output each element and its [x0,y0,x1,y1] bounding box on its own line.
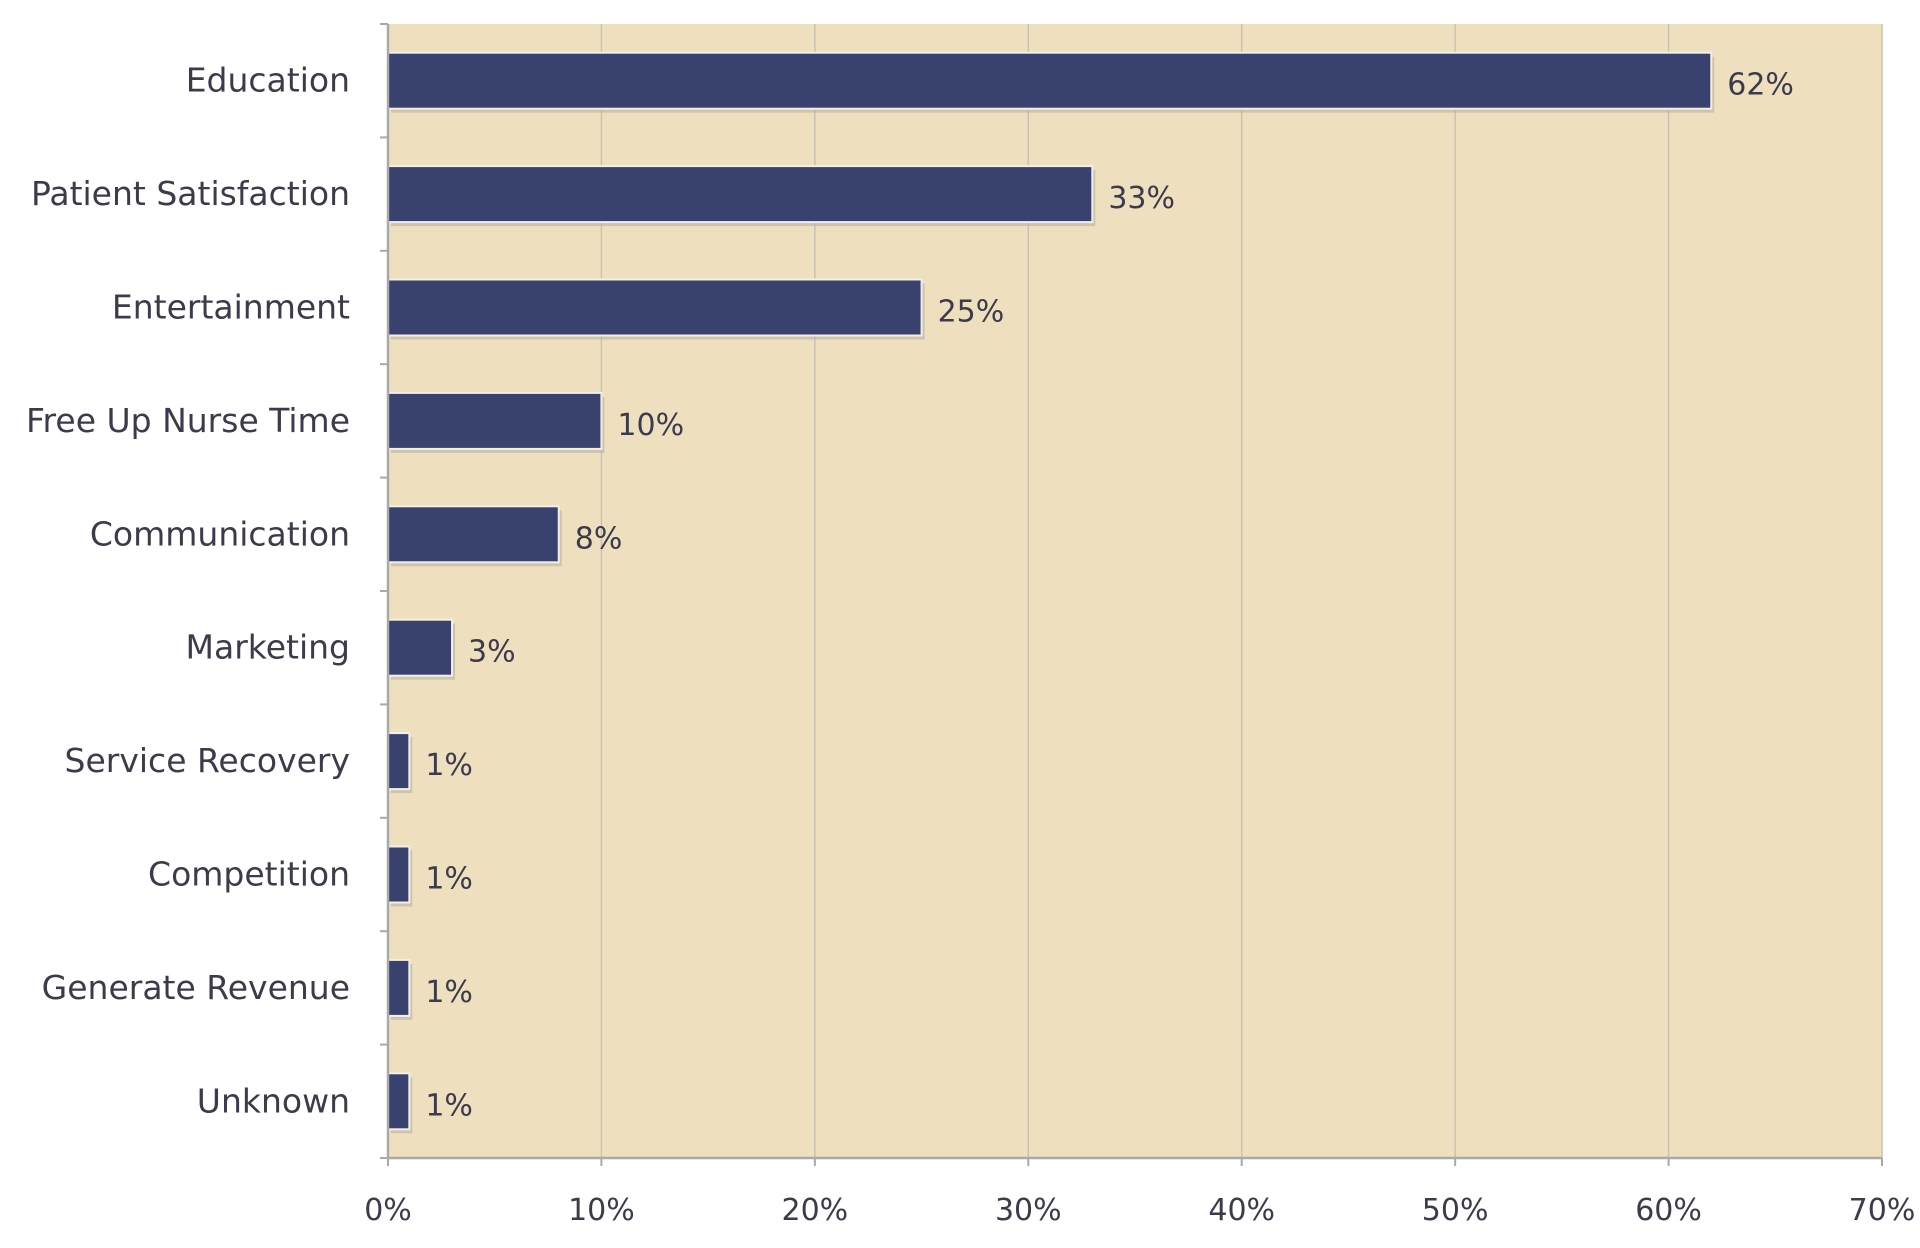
bar [387,391,603,450]
bar [387,618,454,677]
data-label: 10% [617,408,684,443]
data-label: 1% [425,862,473,897]
category-label: Marketing [186,628,350,667]
x-tick-label: 50% [1422,1193,1489,1228]
bar [387,165,1094,224]
data-label: 33% [1108,181,1175,216]
x-tick-label: 20% [782,1193,849,1228]
category-label: Competition [148,855,350,894]
data-label: 1% [425,975,473,1010]
data-label: 25% [938,295,1005,330]
x-tick-label: 10% [568,1193,635,1228]
category-label: Free Up Nurse Time [26,401,350,440]
bar [387,505,560,564]
x-tick-label: 60% [1635,1193,1702,1228]
category-label: Unknown [197,1081,350,1120]
category-label: Generate Revenue [42,968,350,1007]
data-label: 3% [468,635,516,670]
bar [387,958,411,1017]
data-label: 1% [425,748,473,783]
category-label: Communication [90,514,350,553]
x-tick-label: 0% [364,1193,412,1228]
data-label: 1% [425,1088,473,1123]
x-tick-label: 30% [995,1193,1062,1228]
bar [387,1072,411,1131]
bar [387,732,411,791]
category-label: Patient Satisfaction [31,174,350,213]
bar [387,51,1713,110]
category-label: Service Recovery [65,741,350,780]
data-label: 8% [575,521,623,556]
x-tick-label: 70% [1849,1193,1916,1228]
bar [387,845,411,904]
data-label: 62% [1727,68,1794,103]
category-label: Education [186,61,350,100]
category-label: Entertainment [112,288,350,327]
bar [387,278,923,337]
x-tick-label: 40% [1208,1193,1275,1228]
